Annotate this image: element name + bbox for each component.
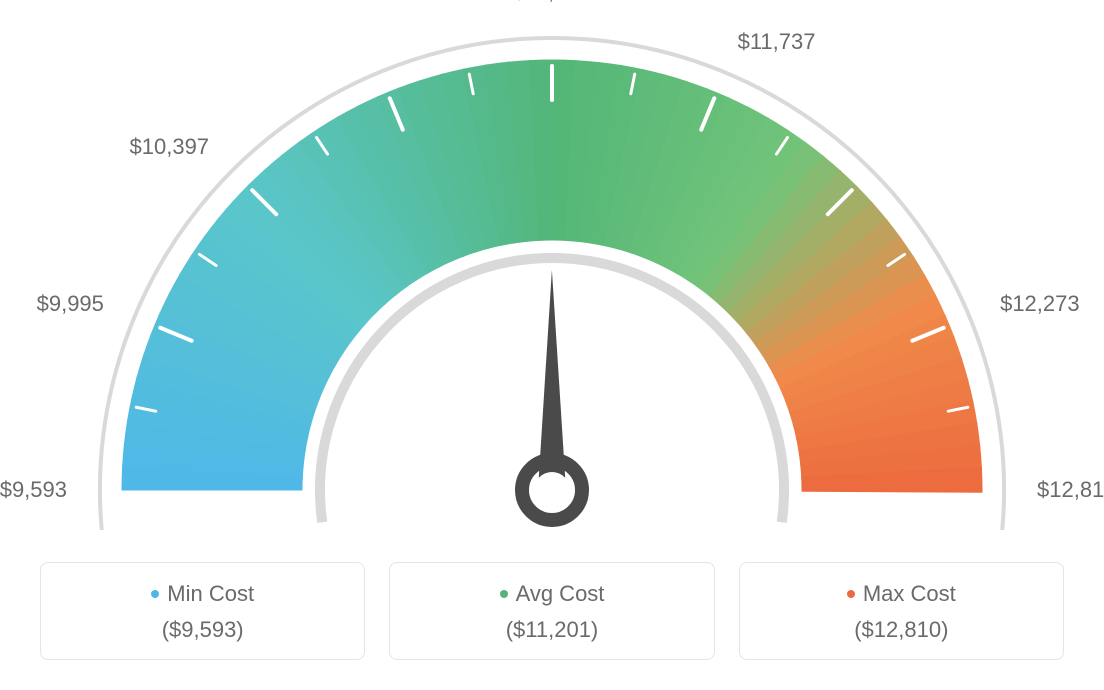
cost-gauge: $9,593 $9,995 $10,397 $11,201 $11,737 $12,273… bbox=[0, 0, 1104, 530]
gauge-tick-label: $10,397 bbox=[130, 134, 210, 160]
legend-dot-avg bbox=[500, 590, 508, 598]
gauge-tick-label: $12,810 bbox=[1037, 477, 1104, 503]
legend-card-min: Min Cost ($9,593) bbox=[40, 562, 365, 660]
legend-value-max: ($12,810) bbox=[752, 617, 1051, 643]
legend-card-avg: Avg Cost ($11,201) bbox=[389, 562, 714, 660]
gauge-tick-label: $11,737 bbox=[738, 29, 816, 55]
legend-title-max: Max Cost bbox=[847, 581, 956, 607]
legend-value-min: ($9,593) bbox=[53, 617, 352, 643]
legend-row: Min Cost ($9,593) Avg Cost ($11,201) Max… bbox=[40, 562, 1064, 660]
legend-dot-min bbox=[151, 590, 159, 598]
legend-card-max: Max Cost ($12,810) bbox=[739, 562, 1064, 660]
gauge-tick-label: $9,995 bbox=[37, 291, 104, 317]
legend-title-min: Min Cost bbox=[151, 581, 254, 607]
legend-dot-max bbox=[847, 590, 855, 598]
legend-title-max-text: Max Cost bbox=[863, 581, 956, 607]
legend-title-avg-text: Avg Cost bbox=[516, 581, 605, 607]
gauge-tick-label: $9,593 bbox=[0, 477, 67, 503]
legend-title-avg: Avg Cost bbox=[500, 581, 605, 607]
gauge-tick-label: $12,273 bbox=[1000, 291, 1080, 317]
gauge-tick-label: $11,201 bbox=[513, 0, 591, 5]
legend-value-avg: ($11,201) bbox=[402, 617, 701, 643]
legend-title-min-text: Min Cost bbox=[167, 581, 254, 607]
